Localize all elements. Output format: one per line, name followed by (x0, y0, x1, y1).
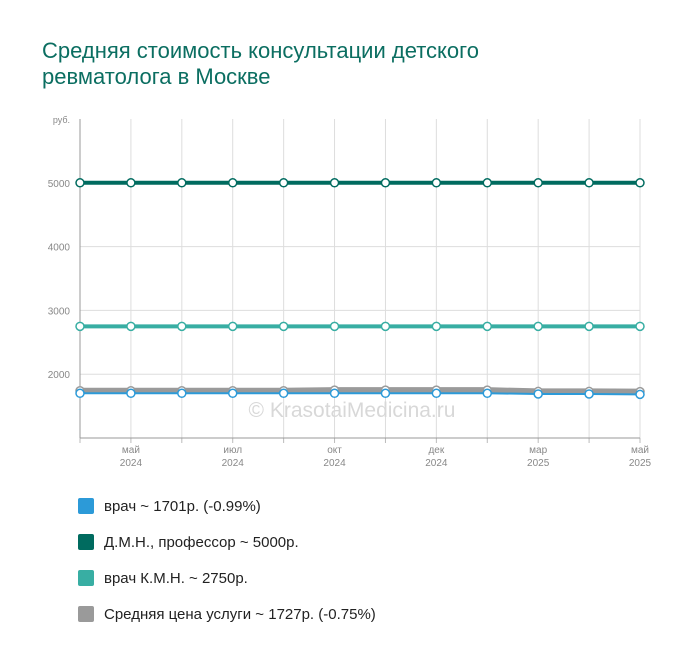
data-point (380, 321, 391, 332)
data-point (329, 178, 340, 188)
legend-label: врач ~ 1701р. (-0.99%) (104, 497, 261, 515)
data-point (177, 321, 187, 332)
data-point (431, 388, 442, 399)
data-point (75, 178, 85, 188)
data-point (482, 388, 493, 399)
legend-item-professor[interactable]: Д.М.Н., профессор ~ 5000р. (78, 524, 376, 560)
data-point (177, 178, 187, 188)
data-point (635, 178, 645, 188)
x-tick-label-year: 2024 (222, 458, 245, 469)
legend: врач ~ 1701р. (-0.99%) Д.М.Н., профессор… (78, 488, 376, 632)
y-tick-label: 3000 (48, 306, 71, 317)
data-point (635, 389, 645, 400)
x-tick-label-month: окт (327, 445, 342, 456)
watermark: © KrasotaiMedicina.ru (249, 399, 456, 422)
data-point (584, 321, 594, 332)
legend-swatch (78, 606, 94, 622)
data-point (329, 321, 340, 332)
data-point (278, 178, 289, 188)
data-point (126, 178, 136, 188)
x-tick-label-year: 2025 (527, 458, 550, 469)
legend-item-doctor[interactable]: врач ~ 1701р. (-0.99%) (78, 488, 376, 524)
chart-title: Средняя стоимость консультации детского … (42, 38, 479, 89)
x-tick-label-year: 2024 (323, 458, 346, 469)
legend-swatch (78, 534, 94, 550)
data-point (635, 321, 645, 332)
y-tick-label: 5000 (48, 179, 71, 190)
y-axis-unit-label: руб. (53, 115, 70, 125)
legend-label: Средняя цена услуги ~ 1727р. (-0.75%) (104, 605, 376, 623)
data-point (278, 388, 289, 399)
data-point (533, 389, 543, 399)
series-line (80, 392, 641, 396)
legend-label: врач К.М.Н. ~ 2750р. (104, 569, 248, 587)
data-point (177, 388, 187, 399)
data-point (329, 388, 340, 399)
data-point (584, 389, 594, 399)
legend-swatch (78, 498, 94, 514)
data-point (431, 178, 442, 188)
x-tick-label-month: мар (529, 445, 547, 456)
legend-swatch (78, 570, 94, 586)
data-point (584, 178, 594, 188)
x-tick-label-year: 2025 (629, 458, 652, 469)
x-tick-label-month: дек (428, 445, 444, 456)
series-line (80, 387, 641, 395)
legend-item-candidate[interactable]: врач К.М.Н. ~ 2750р. (78, 560, 376, 596)
data-point (380, 388, 391, 399)
data-point (533, 321, 543, 332)
x-tick-label-year: 2024 (120, 458, 143, 469)
y-tick-label: 4000 (48, 243, 71, 254)
data-point (482, 178, 493, 188)
y-tick-label: 2000 (48, 370, 71, 381)
data-point (75, 388, 85, 399)
data-point (227, 388, 238, 399)
data-point (482, 321, 493, 332)
x-tick-label-year: 2024 (425, 458, 448, 469)
x-tick-label-month: май (122, 445, 140, 456)
data-point (431, 321, 442, 332)
data-point (278, 321, 289, 332)
data-point (126, 321, 136, 332)
data-point (227, 178, 238, 188)
x-tick-label-month: май (631, 445, 649, 456)
data-point (126, 388, 136, 399)
x-tick-label-month: июл (223, 445, 242, 456)
data-point (380, 178, 391, 188)
legend-label: Д.М.Н., профессор ~ 5000р. (104, 533, 299, 551)
legend-item-average[interactable]: Средняя цена услуги ~ 1727р. (-0.75%) (78, 596, 376, 632)
line-chart: 2000 3000 4000 5000 руб. май 2024 июл 2024 окт 202… (48, 115, 652, 469)
data-point (533, 178, 543, 188)
data-point (75, 321, 85, 332)
data-point (227, 321, 238, 332)
